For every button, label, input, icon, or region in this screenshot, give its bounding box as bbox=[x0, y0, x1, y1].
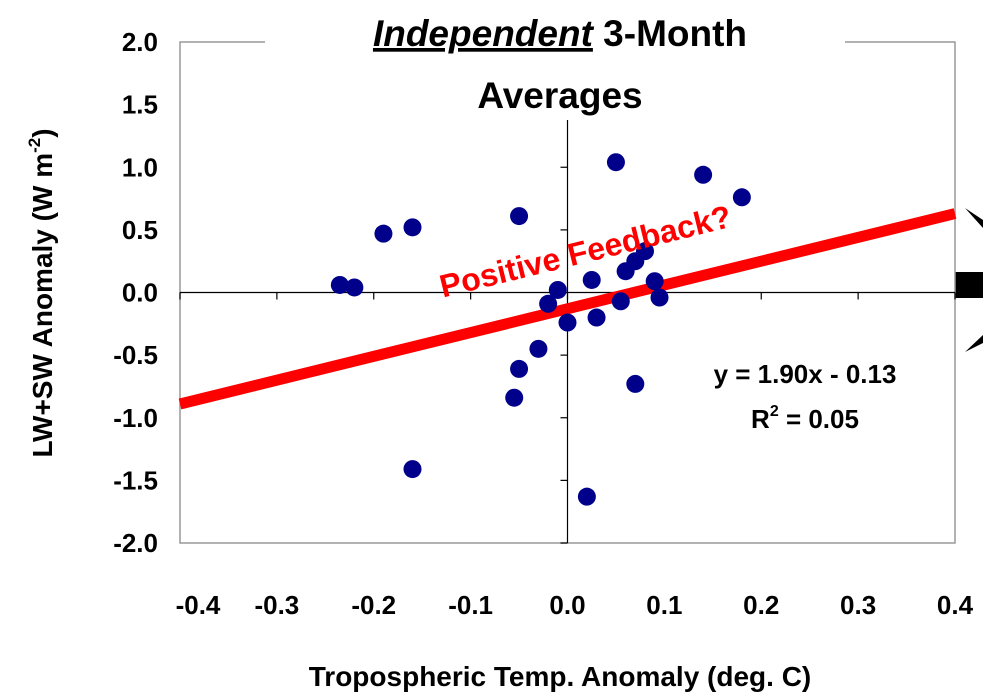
x-tick-label: 0.3 bbox=[840, 590, 876, 620]
y-axis-label: LW+SW Anomaly (W m-2) bbox=[25, 128, 58, 457]
r-squared: R2 = 0.05 bbox=[751, 403, 859, 434]
y-tick-label: -1.0 bbox=[113, 403, 158, 433]
data-point bbox=[626, 374, 645, 393]
data-point bbox=[403, 460, 422, 479]
chart-title-line2: Averages bbox=[477, 75, 642, 116]
title-rest: 3-Month bbox=[593, 13, 747, 54]
data-point bbox=[510, 207, 529, 226]
data-point bbox=[587, 308, 606, 327]
data-point bbox=[650, 288, 669, 307]
x-tick-label: -0.1 bbox=[448, 590, 493, 620]
data-point bbox=[606, 153, 625, 172]
title-italic: Independent bbox=[373, 13, 595, 54]
data-point bbox=[611, 292, 630, 311]
x-tick-label: -0.4 bbox=[176, 590, 221, 620]
x-tick-label: 0.0 bbox=[549, 590, 585, 620]
x-tick-label: -0.3 bbox=[254, 590, 299, 620]
right-decoration bbox=[955, 208, 983, 352]
data-point bbox=[694, 165, 713, 184]
data-point bbox=[636, 242, 654, 261]
x-tick-label: -0.2 bbox=[351, 590, 396, 620]
data-point bbox=[374, 224, 393, 243]
r-rest: = 0.05 bbox=[779, 404, 859, 434]
data-point bbox=[732, 188, 751, 207]
data-point bbox=[645, 272, 664, 291]
data-point bbox=[345, 278, 364, 297]
equation: y = 1.90x - 0.13 bbox=[714, 359, 897, 389]
data-point bbox=[330, 275, 349, 294]
y-tick-label: 1.5 bbox=[122, 90, 158, 120]
y-tick-label: 1.0 bbox=[122, 152, 158, 182]
data-point bbox=[539, 294, 558, 313]
y-tick-label: 2.0 bbox=[122, 27, 158, 57]
data-point bbox=[577, 487, 596, 506]
x-axis-label: Tropospheric Temp. Anomaly (deg. C) bbox=[309, 661, 812, 692]
y-tick-label: -0.5 bbox=[113, 340, 158, 370]
arrow-bottom bbox=[965, 335, 983, 352]
y-tick-label: 0.0 bbox=[122, 278, 158, 308]
y-label-main: LW+SW Anomaly (W m bbox=[27, 153, 58, 458]
data-point bbox=[548, 280, 567, 299]
trendline bbox=[178, 208, 957, 410]
r-sup: 2 bbox=[770, 403, 779, 420]
x-tick-label: 0.2 bbox=[743, 590, 779, 620]
data-point bbox=[510, 359, 529, 378]
y-tick-label: -2.0 bbox=[113, 528, 158, 558]
x-tick-label: 0.4 bbox=[937, 590, 974, 620]
annotation: Positive Feedback? bbox=[436, 198, 735, 304]
black-block bbox=[955, 272, 983, 298]
data-point bbox=[529, 339, 548, 358]
data-point bbox=[505, 388, 524, 407]
data-point bbox=[403, 218, 422, 237]
y-label-sup: -2 bbox=[25, 138, 44, 153]
data-point bbox=[558, 313, 577, 332]
title-backdrop bbox=[265, 20, 845, 120]
x-tick-label: 0.1 bbox=[646, 590, 682, 620]
y-tick-label: -1.5 bbox=[113, 465, 158, 495]
arrow-top bbox=[965, 208, 983, 228]
data-point bbox=[582, 270, 601, 289]
y-label-end: ) bbox=[27, 128, 58, 137]
y-tick-label: 0.5 bbox=[122, 215, 158, 245]
chart-title: Independent 3-Month bbox=[373, 13, 747, 54]
r-label: R bbox=[751, 404, 770, 434]
